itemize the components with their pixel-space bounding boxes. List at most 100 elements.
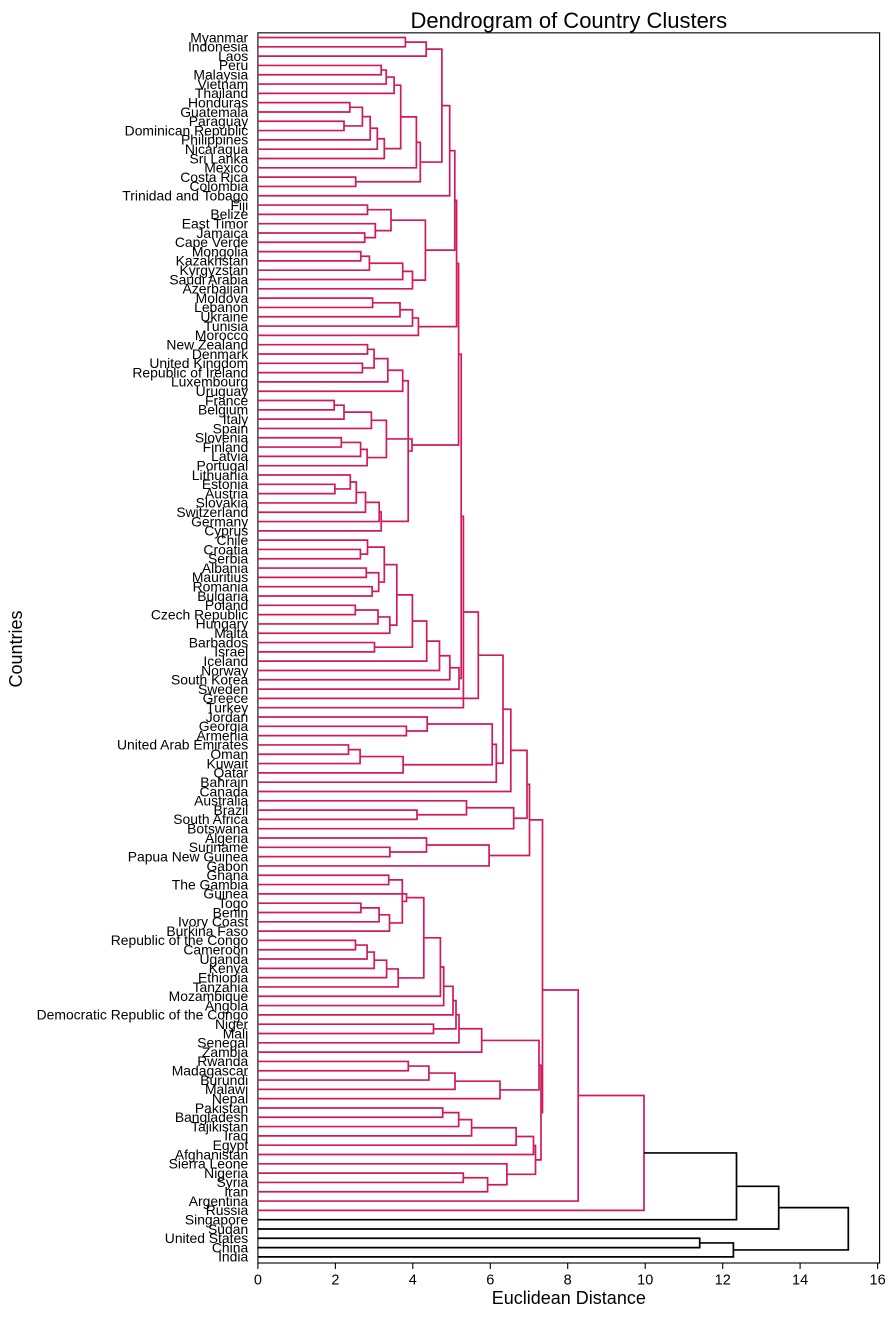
- svg-text:Euclidean Distance: Euclidean Distance: [492, 1288, 646, 1308]
- svg-text:Gabon: Gabon: [206, 858, 248, 874]
- svg-text:Bahrain: Bahrain: [200, 774, 248, 790]
- svg-text:Ivory Coast: Ivory Coast: [178, 914, 248, 930]
- svg-text:Jordan: Jordan: [206, 709, 248, 725]
- svg-text:Ethiopia: Ethiopia: [198, 969, 248, 985]
- svg-text:Belize: Belize: [210, 206, 248, 222]
- svg-text:Latvia: Latvia: [211, 448, 248, 464]
- svg-text:Burkina Faso: Burkina Faso: [166, 923, 248, 939]
- svg-text:6: 6: [486, 1273, 494, 1289]
- svg-text:United Kingdom: United Kingdom: [149, 355, 248, 371]
- svg-text:Mauritius: Mauritius: [192, 569, 248, 585]
- svg-text:The Gambia: The Gambia: [172, 876, 249, 892]
- svg-text:10: 10: [637, 1273, 653, 1289]
- svg-text:Slovenia: Slovenia: [195, 430, 249, 446]
- svg-text:Georgia: Georgia: [199, 718, 249, 734]
- svg-text:Portugal: Portugal: [196, 457, 248, 473]
- svg-text:Tajikistan: Tajikistan: [191, 1118, 248, 1134]
- svg-text:Trinidad and Tobago: Trinidad and Tobago: [122, 188, 248, 204]
- svg-text:Uganda: Uganda: [200, 951, 249, 967]
- svg-text:Sweden: Sweden: [198, 681, 248, 697]
- svg-text:Mongolia: Mongolia: [192, 243, 249, 259]
- svg-text:Benin: Benin: [213, 904, 249, 920]
- svg-text:East Timor: East Timor: [182, 215, 249, 231]
- svg-text:Mozambique: Mozambique: [169, 988, 249, 1004]
- svg-text:Philippines: Philippines: [181, 132, 248, 148]
- svg-text:Serbia: Serbia: [208, 551, 248, 567]
- svg-text:Egypt: Egypt: [213, 1137, 249, 1153]
- svg-text:Tanzania: Tanzania: [193, 979, 249, 995]
- svg-text:Greece: Greece: [203, 690, 249, 706]
- svg-text:Countries: Countries: [6, 610, 26, 687]
- svg-text:Denmark: Denmark: [192, 346, 248, 362]
- svg-text:Syria: Syria: [217, 1174, 249, 1190]
- svg-text:Barbados: Barbados: [189, 634, 249, 650]
- svg-text:Guinea: Guinea: [203, 886, 248, 902]
- svg-text:Malta: Malta: [214, 625, 248, 641]
- svg-text:Dendrogram of Country Clusters: Dendrogram of Country Clusters: [410, 8, 727, 33]
- svg-text:South Korea: South Korea: [171, 672, 249, 688]
- svg-text:Togo: Togo: [218, 895, 248, 911]
- svg-text:Brazil: Brazil: [213, 802, 248, 818]
- svg-text:Vietnam: Vietnam: [197, 76, 248, 92]
- svg-text:Iran: Iran: [224, 1184, 248, 1200]
- svg-text:Albania: Albania: [202, 560, 249, 576]
- svg-text:Algeria: Algeria: [205, 830, 249, 846]
- svg-text:Pakistan: Pakistan: [195, 1100, 248, 1116]
- svg-text:Iceland: Iceland: [203, 653, 248, 669]
- svg-text:Malawi: Malawi: [205, 1081, 248, 1097]
- svg-text:Nepal: Nepal: [212, 1090, 248, 1106]
- svg-text:Italy: Italy: [223, 411, 249, 427]
- svg-text:China: China: [212, 1239, 249, 1255]
- svg-text:14: 14: [792, 1273, 808, 1289]
- svg-text:Finland: Finland: [203, 439, 249, 455]
- svg-text:2: 2: [331, 1273, 339, 1289]
- svg-text:Morocco: Morocco: [195, 327, 249, 343]
- svg-text:4: 4: [409, 1273, 417, 1289]
- svg-text:Costa Rica: Costa Rica: [180, 169, 248, 185]
- svg-text:Senegal: Senegal: [197, 1035, 248, 1051]
- svg-text:Norway: Norway: [201, 662, 248, 678]
- svg-text:Colombia: Colombia: [190, 178, 249, 194]
- svg-text:Mali: Mali: [223, 1025, 248, 1041]
- svg-text:Madagascar: Madagascar: [172, 1063, 249, 1079]
- svg-text:Turkey: Turkey: [206, 700, 248, 716]
- svg-text:Paraguay: Paraguay: [189, 113, 249, 129]
- svg-text:Burundi: Burundi: [200, 1072, 248, 1088]
- svg-text:Iraq: Iraq: [224, 1128, 248, 1144]
- svg-text:Sri Lanka: Sri Lanka: [190, 150, 249, 166]
- svg-text:Luxembourg: Luxembourg: [171, 374, 248, 390]
- svg-text:Bangladesh: Bangladesh: [175, 1109, 248, 1125]
- svg-text:Thailand: Thailand: [195, 85, 248, 101]
- svg-text:Armenia: Armenia: [196, 727, 248, 743]
- svg-text:Switzerland: Switzerland: [176, 504, 248, 520]
- svg-text:Rwanda: Rwanda: [197, 1053, 248, 1069]
- svg-text:Tunisia: Tunisia: [204, 318, 249, 334]
- svg-text:Democratic Republic of the Con: Democratic Republic of the Congo: [37, 1007, 249, 1023]
- svg-text:Belgium: Belgium: [198, 402, 248, 418]
- svg-text:Kyrgyzstan: Kyrgyzstan: [179, 262, 248, 278]
- svg-text:Laos: Laos: [218, 48, 248, 64]
- svg-text:Ukraine: Ukraine: [200, 309, 248, 325]
- svg-text:Qatar: Qatar: [213, 765, 248, 781]
- svg-text:Republic of Ireland: Republic of Ireland: [132, 364, 248, 380]
- svg-text:Nigeria: Nigeria: [204, 1165, 248, 1181]
- svg-text:Singapore: Singapore: [185, 1211, 249, 1227]
- svg-text:Slovakia: Slovakia: [196, 495, 249, 511]
- svg-text:Chile: Chile: [217, 532, 249, 548]
- svg-text:Sierra Leone: Sierra Leone: [169, 1156, 249, 1172]
- svg-text:Australia: Australia: [194, 793, 248, 809]
- svg-text:Malaysia: Malaysia: [193, 67, 248, 83]
- svg-text:Austria: Austria: [205, 485, 249, 501]
- svg-text:New Zealand: New Zealand: [166, 336, 248, 352]
- svg-text:Bulgaria: Bulgaria: [197, 588, 248, 604]
- svg-text:Estonia: Estonia: [202, 476, 249, 492]
- svg-text:16: 16: [870, 1273, 886, 1289]
- svg-text:Afghanistan: Afghanistan: [175, 1146, 248, 1162]
- svg-text:Romania: Romania: [193, 579, 249, 595]
- svg-text:Argentina: Argentina: [189, 1193, 249, 1209]
- svg-text:Niger: Niger: [215, 1016, 249, 1032]
- svg-text:United States: United States: [165, 1230, 248, 1246]
- svg-text:Azerbaijan: Azerbaijan: [183, 281, 249, 297]
- svg-text:Uruguay: Uruguay: [196, 383, 249, 399]
- svg-text:Zambia: Zambia: [202, 1044, 249, 1060]
